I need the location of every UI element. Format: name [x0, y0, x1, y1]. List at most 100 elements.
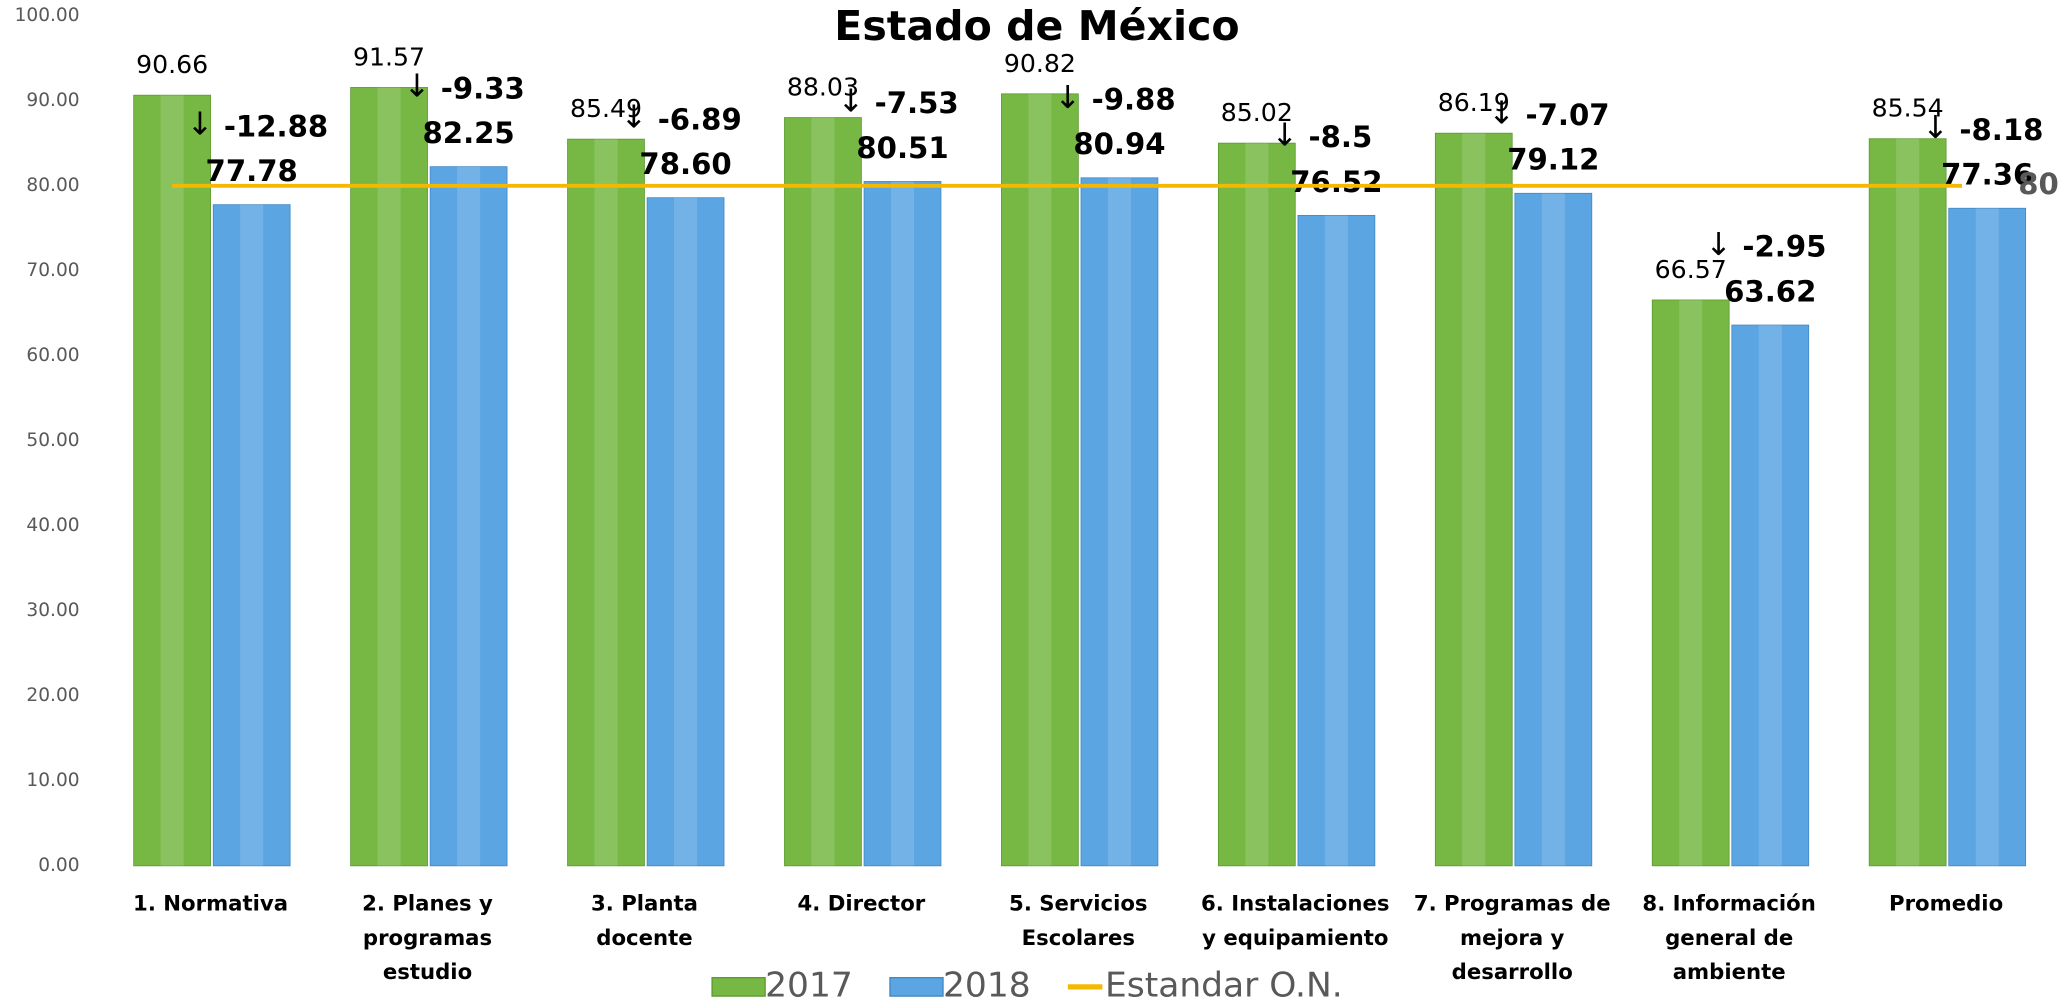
bar-shine [240, 204, 264, 866]
bar-shine [594, 139, 618, 866]
value-label: 90.82 [1004, 49, 1076, 78]
difference-label: -7.07 [1525, 98, 1609, 132]
bar-shine [1107, 177, 1131, 866]
difference-label: -9.33 [441, 71, 525, 105]
bar [1297, 214, 1376, 867]
bar-shine [1896, 138, 1920, 866]
value-label: 66.57 [1655, 255, 1727, 284]
difference-label: -8.18 [1959, 113, 2043, 147]
difference-arrow: ↓ [1922, 110, 1949, 146]
y-tick-label: 40.00 [26, 515, 79, 536]
bar [133, 94, 211, 867]
bar [784, 117, 862, 867]
x-tick-label: 6. Instalaciones y equipamiento [1201, 890, 1390, 951]
value-label: 91.57 [353, 43, 425, 72]
value-label: 77.78 [206, 154, 298, 188]
bar-shine [674, 197, 698, 866]
value-label: 85.54 [1872, 94, 1944, 123]
y-tick-label: 20.00 [26, 685, 79, 706]
chart-title: Estado de México [834, 2, 1239, 50]
x-tick-label: 7. Programas de mejora y desarrollo [1413, 890, 1611, 985]
x-tick-label: 2. Planes y programas estudio [362, 890, 493, 985]
value-label: 76.52 [1290, 165, 1382, 199]
bar [350, 87, 428, 867]
x-tick-label: 5. Servicios Escolares [1009, 890, 1148, 951]
bar-shine [1462, 133, 1486, 866]
bar [567, 138, 645, 867]
bar-shine [1324, 215, 1348, 866]
reference-label: 80 [2018, 167, 2059, 201]
x-label-box: 2. Planes y programas estudio [362, 890, 493, 985]
y-tick-label: 100.00 [15, 5, 80, 26]
bar [1080, 177, 1159, 867]
y-tick-label: 80.00 [26, 175, 79, 196]
difference-arrow: ↓ [1054, 80, 1081, 116]
x-tick-label: 1. Normativa [133, 890, 289, 916]
value-label: 80.94 [1073, 127, 1165, 161]
difference-label: -9.88 [1092, 83, 1176, 117]
bar [1651, 299, 1730, 867]
difference-label: -2.95 [1742, 230, 1826, 264]
bar-shine [811, 117, 835, 866]
value-label: 80.51 [856, 131, 948, 165]
bar [863, 181, 942, 867]
bar [1217, 142, 1296, 867]
x-label-box: 5. Servicios Escolares [1009, 890, 1148, 951]
bar-shine [890, 181, 915, 866]
difference-arrow: ↓ [1488, 95, 1515, 131]
x-label-box: 1. Normativa [133, 890, 289, 916]
bar [429, 166, 508, 867]
bar [1514, 192, 1593, 867]
x-tick-label: 4. Director [797, 890, 926, 916]
value-label: 63.62 [1724, 275, 1816, 309]
bar [1868, 138, 1947, 867]
bar-shine [457, 166, 481, 866]
difference-arrow: ↓ [187, 107, 214, 143]
bar-shine [1541, 193, 1565, 866]
y-tick-label: 30.00 [26, 600, 79, 621]
value-label: 88.03 [787, 73, 859, 102]
difference-label: -6.89 [658, 102, 742, 136]
difference-label: -8.5 [1309, 120, 1373, 154]
x-label-box: 6. Instalaciones y equipamiento [1201, 890, 1390, 951]
difference-arrow: ↓ [837, 84, 864, 120]
value-label: 79.12 [1507, 143, 1599, 177]
difference-label: -7.53 [875, 86, 959, 120]
value-label: 82.25 [423, 116, 515, 150]
difference-label: -12.88 [224, 109, 328, 143]
x-label-box: 8. Información general de ambiente escol… [1642, 890, 1816, 985]
legend-label: 2018 [943, 965, 1031, 1004]
bar-shine [160, 95, 184, 866]
difference-arrow: ↓ [1705, 227, 1732, 263]
legend-swatch [889, 977, 944, 997]
x-tick-label: 8. Información general de ambiente escol… [1642, 890, 1816, 985]
bar [212, 204, 291, 867]
bar [1001, 93, 1079, 867]
bar [1948, 207, 2027, 867]
difference-arrow: ↓ [621, 100, 648, 136]
legend-label: 2017 [765, 965, 853, 1004]
x-tick-label: Promedio [1889, 890, 2004, 916]
bar-shine [1975, 208, 1999, 866]
bar-shine [1245, 143, 1269, 866]
legend-label: Estandar O.N. [1105, 965, 1343, 1004]
y-tick-label: 90.00 [26, 90, 79, 111]
value-label: 90.66 [136, 50, 208, 79]
value-label: 86.19 [1438, 88, 1510, 117]
bar [1731, 324, 1810, 867]
bar-shine [1679, 299, 1703, 866]
difference-arrow: ↓ [1271, 118, 1298, 154]
legend-swatch [711, 977, 766, 997]
value-label: 85.49 [570, 94, 642, 123]
difference-arrow: ↓ [404, 69, 431, 105]
x-tick-label: 3. Planta docente [591, 890, 698, 951]
bar-shine [377, 87, 401, 866]
value-label: 78.60 [639, 147, 731, 181]
x-label-box: 4. Director [797, 890, 926, 916]
bar-shine [1028, 93, 1052, 866]
y-tick-label: 70.00 [26, 260, 79, 281]
x-label-box: 7. Programas de mejora y desarrollo [1413, 890, 1611, 985]
x-label-box: Promedio [1889, 890, 2004, 916]
